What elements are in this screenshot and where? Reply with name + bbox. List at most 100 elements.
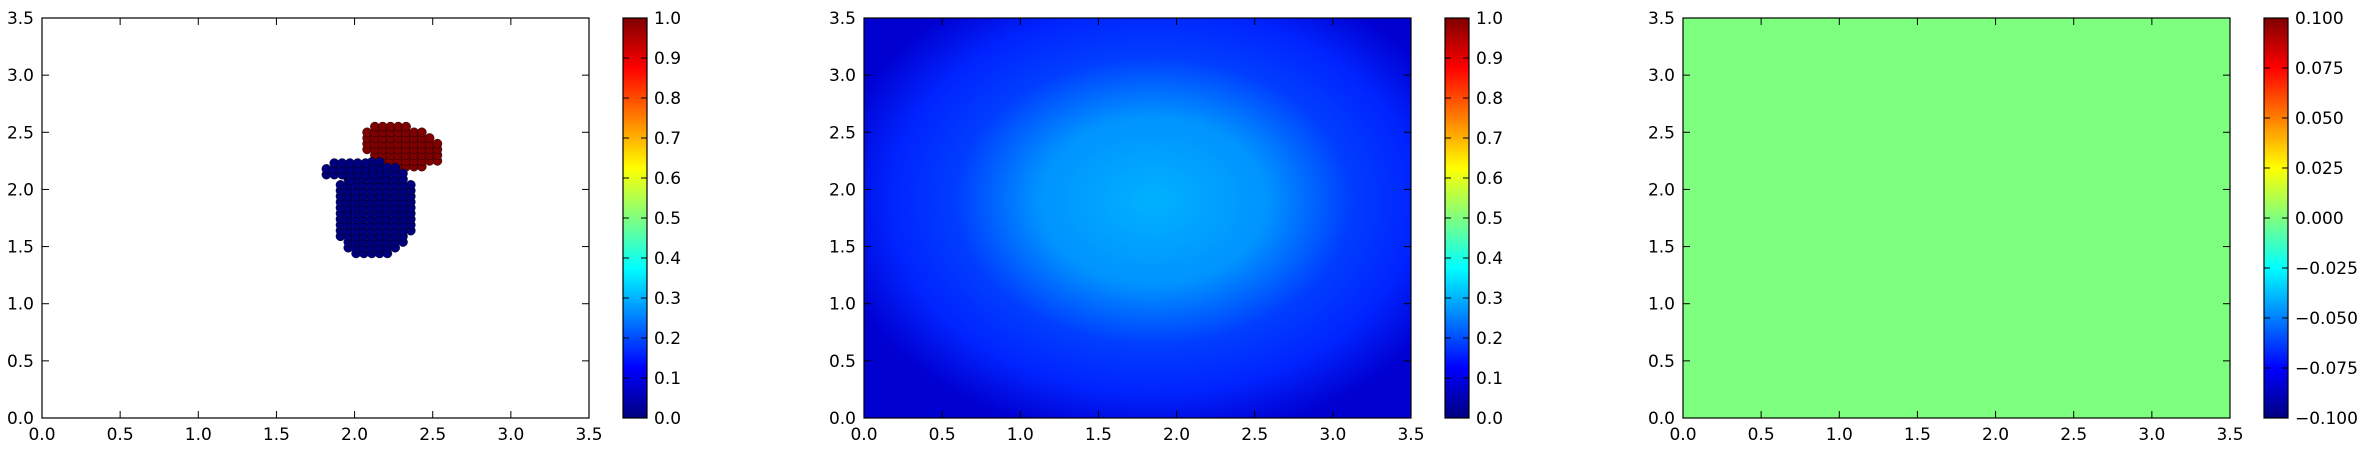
axes-frame bbox=[41, 17, 590, 419]
x-tick-label: 2.5 bbox=[2060, 425, 2087, 445]
colorbar-tick-label: 0.025 bbox=[2295, 159, 2344, 179]
colorbar-tick-label: 0.4 bbox=[654, 249, 681, 269]
y-tick-label: 0.5 bbox=[1648, 352, 1675, 372]
colorbar-tick-label: −0.025 bbox=[2295, 259, 2358, 279]
colorbar-tick-label: −0.050 bbox=[2295, 309, 2358, 329]
x-tick-label: 2.0 bbox=[341, 425, 368, 445]
x-tick-label: 0.0 bbox=[850, 425, 877, 445]
y-tick-label: 1.5 bbox=[7, 238, 34, 258]
y-tick-label: 0.5 bbox=[829, 352, 856, 372]
colorbar-tick-label: 0.5 bbox=[1476, 209, 1503, 229]
colorbar-tick-label: 0.4 bbox=[1476, 249, 1503, 269]
colorbar-tick-label: 0.7 bbox=[654, 129, 681, 149]
x-tick-label: 3.0 bbox=[1319, 425, 1346, 445]
x-tick-label: 1.5 bbox=[263, 425, 290, 445]
plot-area bbox=[1683, 18, 2230, 418]
colorbar-tick-label: 0.3 bbox=[654, 289, 681, 309]
x-tick-label: 0.5 bbox=[1748, 425, 1775, 445]
colorbar-tick-label: 0.0 bbox=[654, 409, 681, 429]
x-tick-label: 3.5 bbox=[2216, 425, 2243, 445]
y-tick-label: 2.5 bbox=[1648, 123, 1675, 143]
colorbar: 0.0 0.1 0.2 0.3 0.4 0.5 0.6 0.7 0.8 0.9 1.0 bbox=[622, 9, 681, 429]
colorbar-tick-label: 0.7 bbox=[1476, 129, 1503, 149]
y-tick-label: 2.0 bbox=[7, 180, 34, 200]
y-tick-label: 1.5 bbox=[1648, 238, 1675, 258]
colorbar: −0.100 −0.075 −0.050 −0.025 0.000 0.025 0.050 0… bbox=[2263, 9, 2358, 429]
y-tick-label: 0.0 bbox=[7, 409, 34, 429]
colorbar-tick-label: 0.9 bbox=[654, 49, 681, 69]
colorbar-tick-label: 0.075 bbox=[2295, 59, 2344, 79]
colorbar-tick-label: 0.5 bbox=[654, 209, 681, 229]
colorbar-tick-label: 0.050 bbox=[2295, 109, 2344, 129]
scatter-point bbox=[374, 157, 385, 167]
scatter-point bbox=[368, 164, 379, 174]
y-tick-label: 0.0 bbox=[1648, 409, 1675, 429]
x-tick-label: 0.0 bbox=[1669, 425, 1696, 445]
x-tick-label: 2.5 bbox=[1241, 425, 1268, 445]
colorbar-tick-label: 0.6 bbox=[1476, 169, 1503, 189]
colorbar-tick-label: 0.100 bbox=[2295, 9, 2344, 29]
colorbar-tick-label: 0.6 bbox=[654, 169, 681, 189]
y-tick-label: 1.0 bbox=[1648, 295, 1675, 315]
y-tick-label: 3.5 bbox=[7, 9, 34, 29]
x-tick-label: 3.0 bbox=[497, 425, 524, 445]
panel-1: 0.0 0.5 1.0 1.5 2.0 2.5 3.0 3.5 0.0 0.5 1.0 1.5 2.0 2… bbox=[7, 9, 681, 445]
y-tick-label: 0.5 bbox=[7, 352, 34, 372]
panel-2: 0.0 0.5 1.0 1.5 2.0 2.5 3.0 3.5 0.0 0.5 1.0 1.5 2.0 2… bbox=[829, 9, 1503, 445]
plot-background bbox=[42, 18, 589, 418]
x-tick-label: 2.0 bbox=[1982, 425, 2009, 445]
x-tick-label: 3.5 bbox=[575, 425, 602, 445]
colorbar-tick-label: 0.2 bbox=[1476, 329, 1503, 349]
y-tick-label: 3.0 bbox=[1648, 66, 1675, 86]
x-tick-label: 0.0 bbox=[28, 425, 55, 445]
colorbar-tick-label: 1.0 bbox=[654, 9, 681, 29]
colorbar-tick-label: 0.3 bbox=[1476, 289, 1503, 309]
x-tick-label: 3.0 bbox=[2138, 425, 2165, 445]
y-tick-label: 1.0 bbox=[7, 295, 34, 315]
plot-area bbox=[42, 18, 589, 418]
colorbar-tick-label: 0.2 bbox=[654, 329, 681, 349]
heatmap-field bbox=[1683, 18, 2230, 418]
x-tick-label: 2.0 bbox=[1163, 425, 1190, 445]
colorbar-tick-label: −0.075 bbox=[2295, 359, 2358, 379]
colorbar-tick-label: 1.0 bbox=[1476, 9, 1503, 29]
y-tick-label: 0.0 bbox=[829, 409, 856, 429]
x-tick-label: 2.5 bbox=[419, 425, 446, 445]
colorbar: 0.0 0.1 0.2 0.3 0.4 0.5 0.6 0.7 0.8 0.9 1.0 bbox=[1444, 9, 1503, 429]
scatter-point bbox=[390, 162, 401, 173]
x-tick-label: 1.0 bbox=[1007, 425, 1034, 445]
y-tick-label: 1.0 bbox=[829, 295, 856, 315]
colorbar-tick-label: −0.100 bbox=[2295, 409, 2358, 429]
colorbar-tick-label: 0.000 bbox=[2295, 209, 2344, 229]
scatter-point bbox=[432, 138, 443, 149]
y-tick-label: 2.5 bbox=[829, 123, 856, 143]
x-tick-label: 1.5 bbox=[1904, 425, 1931, 445]
heatmap-field bbox=[864, 18, 1411, 418]
scatter-point bbox=[401, 121, 411, 132]
scatter-point bbox=[416, 127, 427, 138]
scatter-point bbox=[405, 180, 416, 190]
panel-3: 0.0 0.5 1.0 1.5 2.0 2.5 3.0 3.5 0.0 0.5 1.0 1.5 2.0 2… bbox=[1648, 9, 2358, 445]
scatter-point bbox=[398, 168, 408, 179]
x-tick-label: 1.5 bbox=[1085, 425, 1112, 445]
colorbar-tick-label: 0.9 bbox=[1476, 49, 1503, 69]
plot-area bbox=[864, 18, 1411, 418]
x-tick-label: 0.5 bbox=[929, 425, 956, 445]
axes-frame bbox=[863, 17, 1412, 419]
y-tick-label: 3.5 bbox=[829, 9, 856, 29]
colorbar-tick-label: 0.8 bbox=[1476, 89, 1503, 109]
x-tick-label: 1.0 bbox=[185, 425, 212, 445]
y-tick-label: 3.0 bbox=[829, 66, 856, 86]
y-tick-label: 3.5 bbox=[1648, 9, 1675, 29]
colorbar-tick-label: 0.1 bbox=[1476, 369, 1503, 389]
y-tick-label: 1.5 bbox=[829, 238, 856, 258]
y-tick-label: 3.0 bbox=[7, 66, 34, 86]
scatter-point bbox=[424, 133, 435, 143]
axes-frame bbox=[1682, 17, 2231, 419]
y-tick-label: 2.0 bbox=[1648, 180, 1675, 200]
colorbar-tick-label: 0.0 bbox=[1476, 409, 1503, 429]
y-tick-label: 2.5 bbox=[7, 123, 34, 143]
x-tick-label: 1.0 bbox=[1826, 425, 1853, 445]
x-tick-label: 3.5 bbox=[1397, 425, 1424, 445]
